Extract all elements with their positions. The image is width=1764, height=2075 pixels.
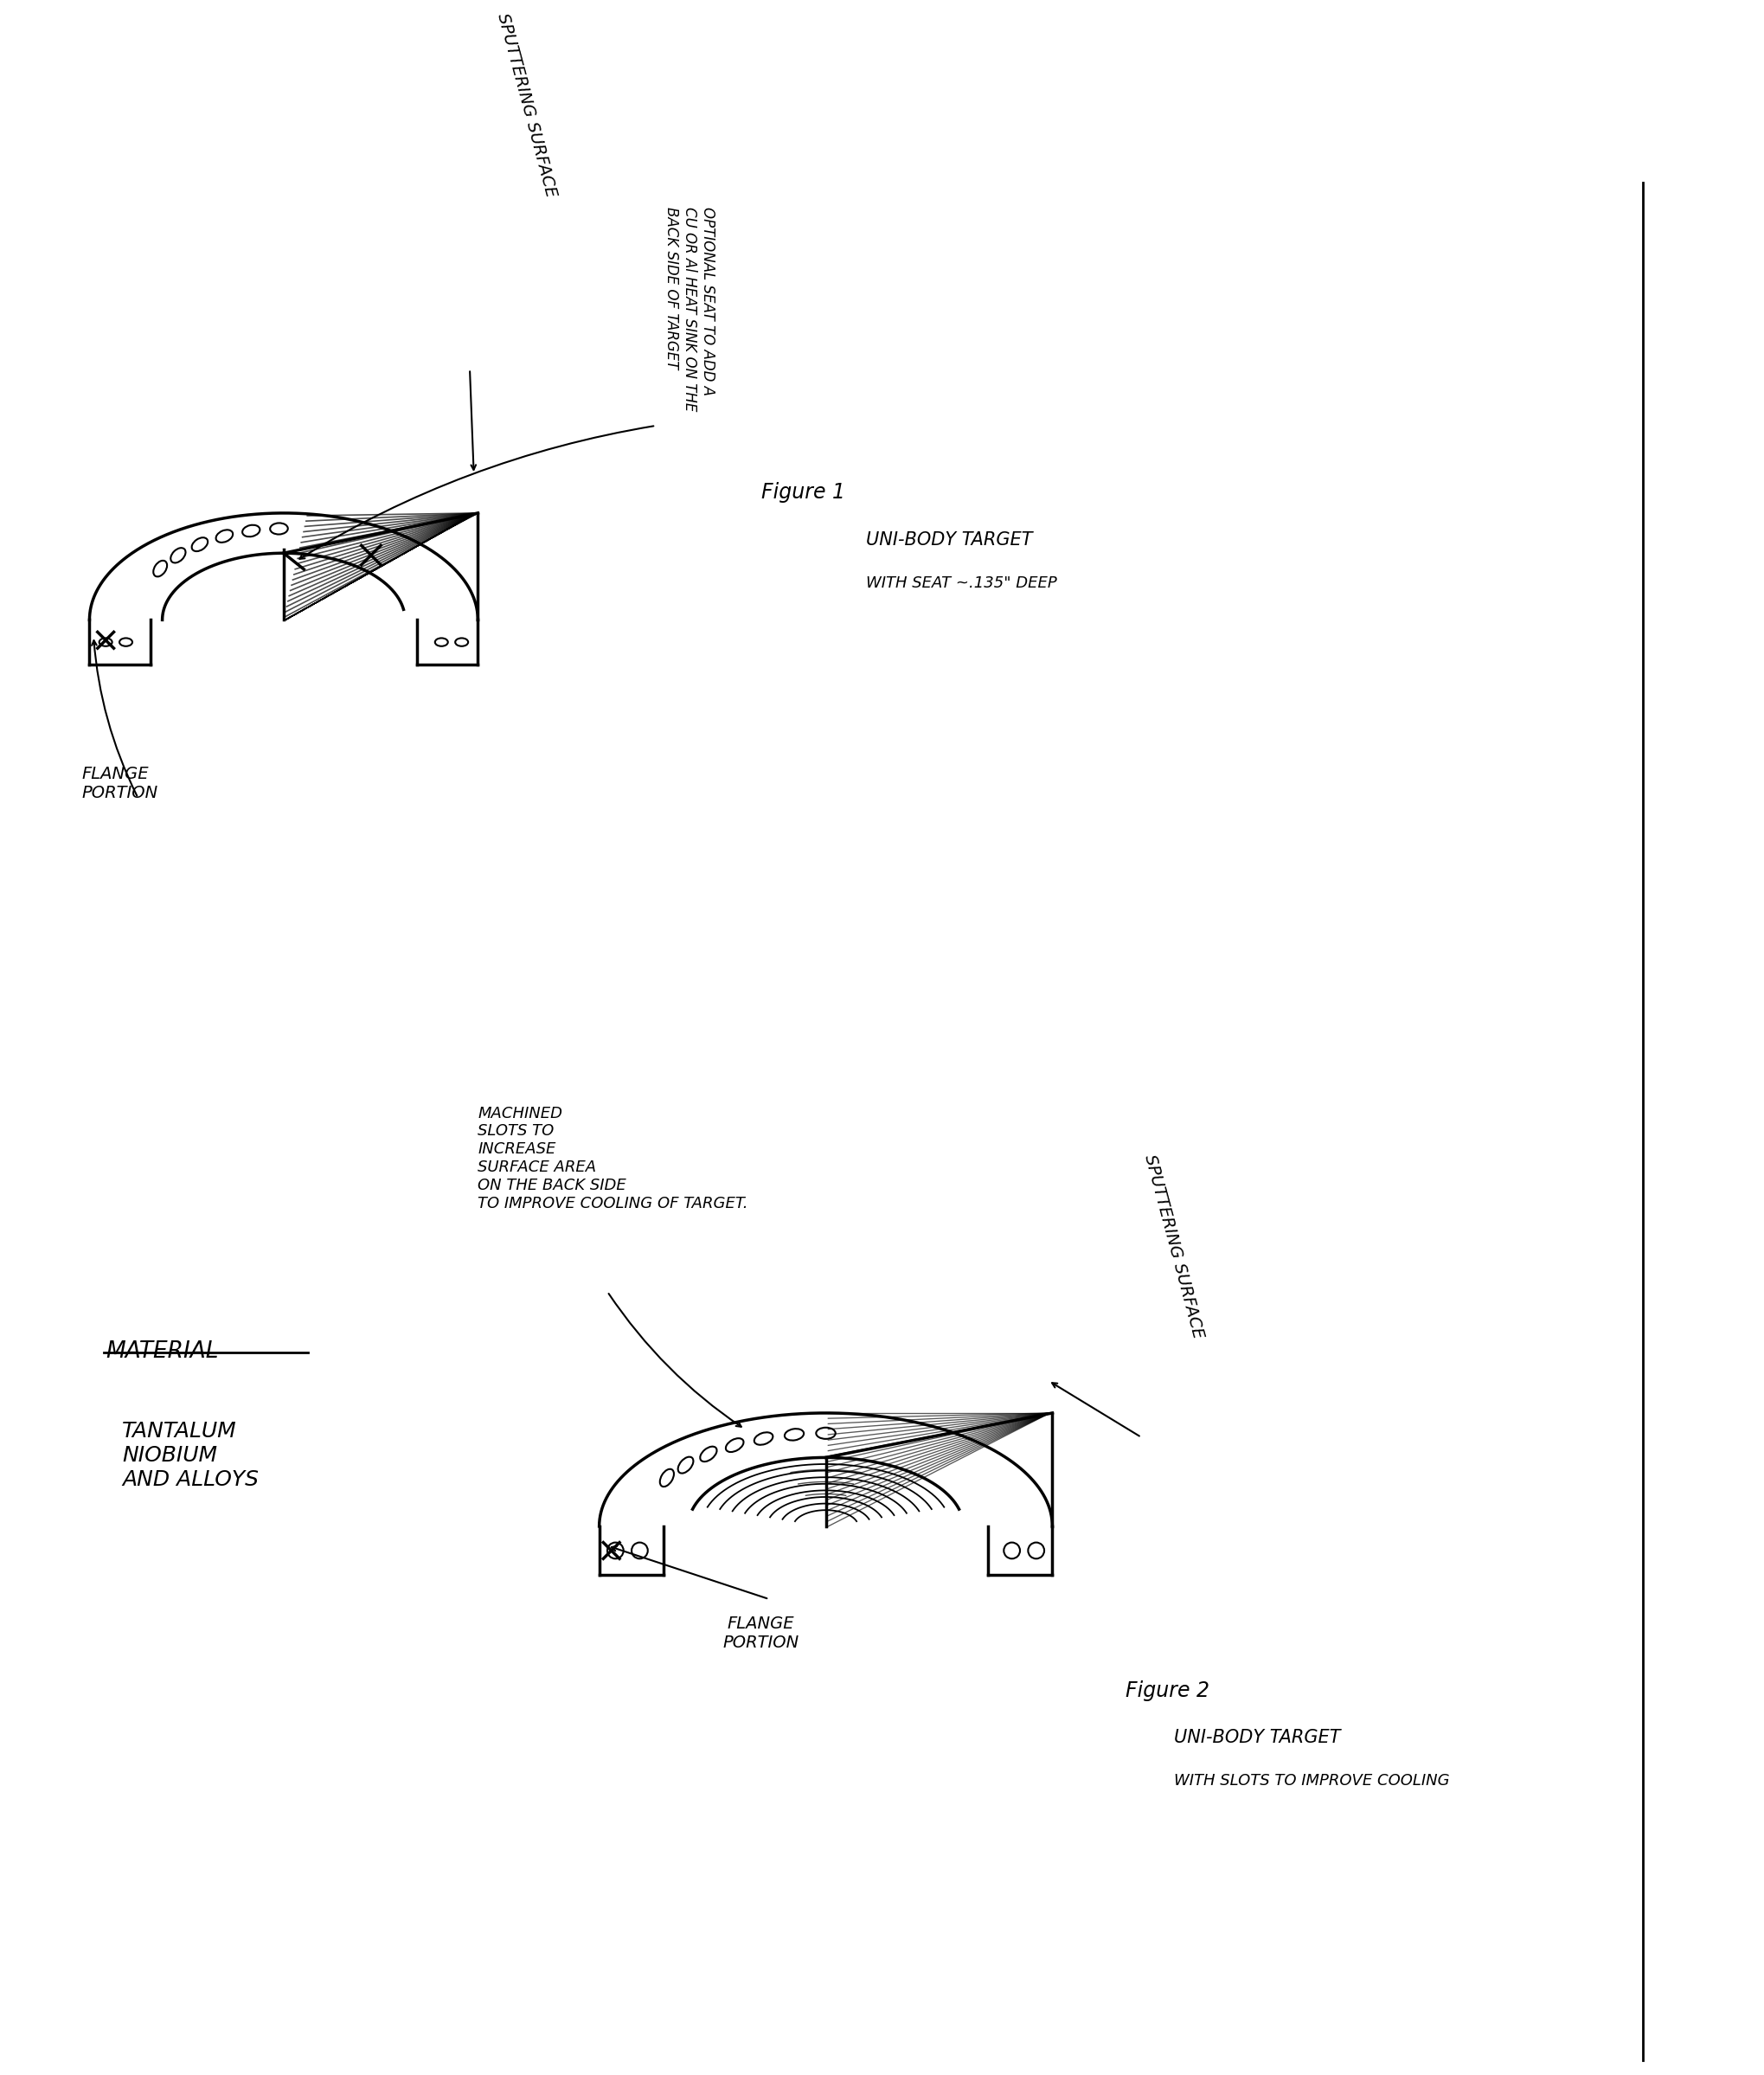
Text: Figure 2: Figure 2 <box>1125 1681 1208 1701</box>
Text: WITH SEAT ~.135" DEEP: WITH SEAT ~.135" DEEP <box>866 575 1057 591</box>
Text: OPTIONAL SEAT TO ADD A
CU OR Al HEAT SINK ON THE
BACK SIDE OF TARGET: OPTIONAL SEAT TO ADD A CU OR Al HEAT SIN… <box>663 208 714 411</box>
Text: SPUTTERING SURFACE: SPUTTERING SURFACE <box>494 12 559 199</box>
Text: WITH SLOTS TO IMPROVE COOLING: WITH SLOTS TO IMPROVE COOLING <box>1173 1774 1448 1789</box>
Text: UNI-BODY TARGET: UNI-BODY TARGET <box>1173 1728 1339 1745</box>
Text: TANTALUM
NIOBIUM
AND ALLOYS: TANTALUM NIOBIUM AND ALLOYS <box>122 1421 258 1490</box>
Text: MATERIAL: MATERIAL <box>106 1340 219 1363</box>
Text: SPUTTERING SURFACE: SPUTTERING SURFACE <box>1141 1152 1207 1340</box>
Text: Figure 1: Figure 1 <box>760 481 845 502</box>
Text: UNI-BODY TARGET: UNI-BODY TARGET <box>866 531 1032 548</box>
Text: FLANGE
PORTION: FLANGE PORTION <box>723 1614 799 1652</box>
Text: MACHINED
SLOTS TO
INCREASE
SURFACE AREA
ON THE BACK SIDE
TO IMPROVE COOLING OF T: MACHINED SLOTS TO INCREASE SURFACE AREA … <box>478 1106 748 1212</box>
Text: FLANGE
PORTION: FLANGE PORTION <box>81 766 157 801</box>
